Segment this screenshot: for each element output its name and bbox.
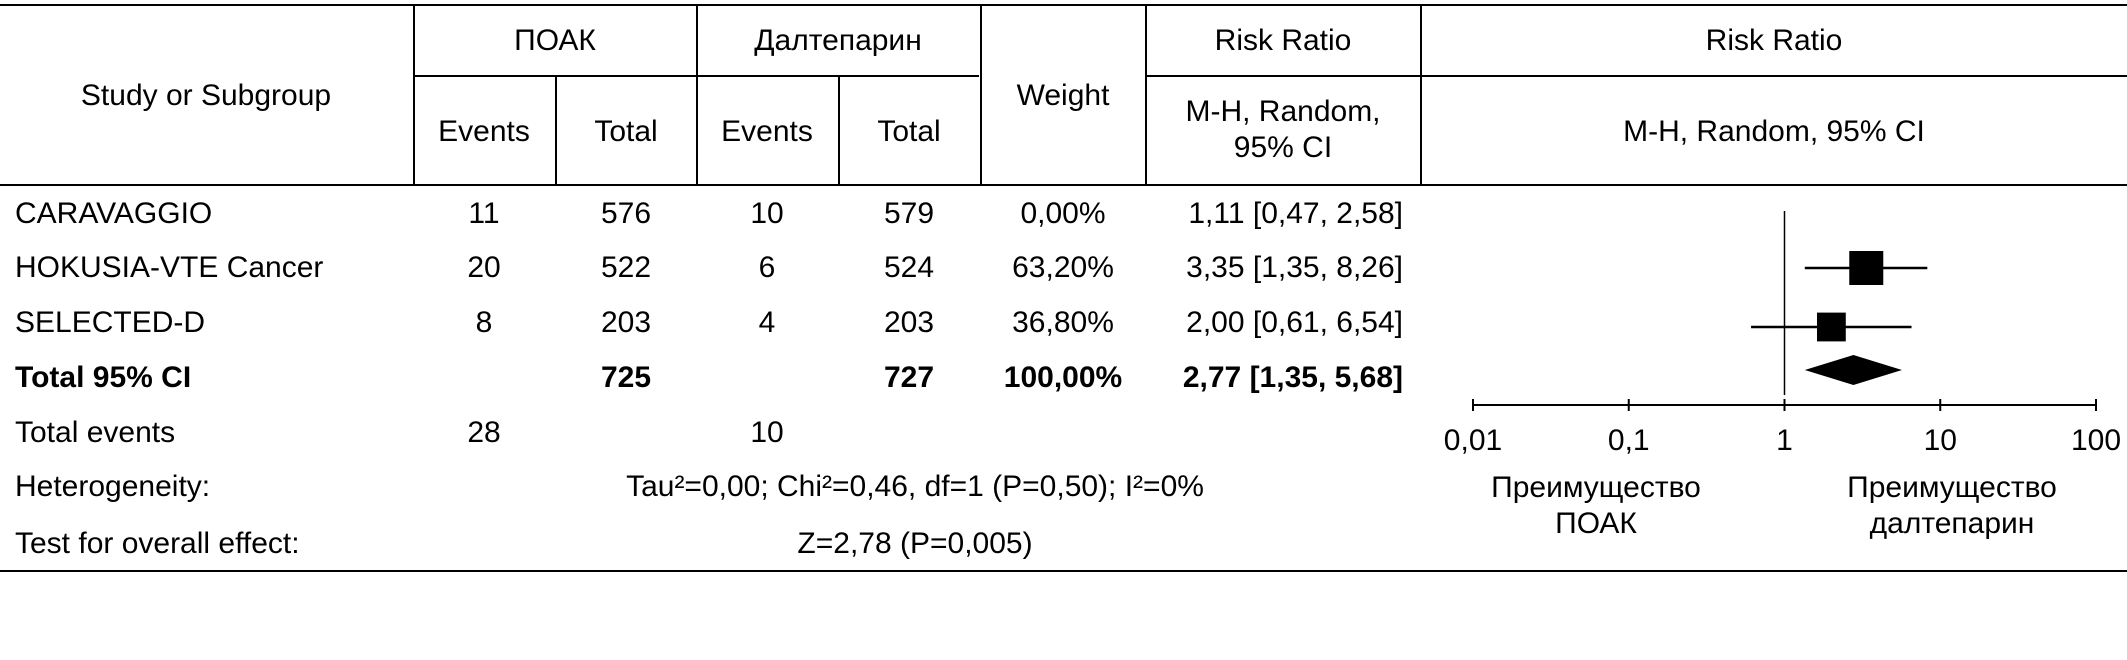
col-divider (1420, 4, 1422, 184)
risk-ratio: 1,11 [0,47, 2,58] (1188, 197, 1403, 230)
risk-ratio: 3,35 [1,35, 8,26] (1186, 251, 1403, 284)
favours-left-label: Преимущество ПОАК (1491, 471, 1701, 540)
x-tick-label: 0,01 (1444, 424, 1502, 457)
total-2: 579 (883, 197, 935, 230)
col-divider (980, 4, 982, 184)
x-tick-label: 10 (1924, 424, 1957, 457)
favours-right-label: Преимущество далтепарин (1847, 471, 2057, 540)
events-1: 11 (468, 197, 500, 230)
risk-ratio: 2,00 [0,61, 6,54] (1186, 306, 1403, 339)
total-events-1: 28 (467, 416, 501, 449)
weight: 63,20% (1012, 251, 1114, 284)
header-mid-rule-right (1145, 75, 2127, 77)
total-2: 203 (883, 306, 935, 339)
total-2: 524 (883, 251, 935, 284)
total-label: Total 95% CI (15, 361, 192, 394)
x-tick-label: 1 (1776, 424, 1793, 457)
col-divider (413, 4, 415, 184)
pooled-diamond (1804, 355, 1902, 385)
study-name: SELECTED-D (15, 306, 206, 339)
header-total-1: Total (594, 115, 658, 148)
total-1: 725 (600, 361, 652, 394)
plot-title: Risk Ratio (1705, 24, 1843, 57)
header-bottom-rule (0, 184, 2127, 186)
header-study: Study or Subgroup (80, 79, 332, 112)
weight: 0,00% (1020, 197, 1106, 230)
header-risk-ratio-method: M-H, Random, 95% CI (1185, 95, 1381, 164)
heterogeneity-value: Tau²=0,00; Chi²=0,46, df=1 (P=0,50); I²=… (626, 470, 1204, 503)
x-tick-label: 0,1 (1608, 424, 1650, 457)
total-events-2: 10 (750, 416, 784, 449)
study-name: CARAVAGGIO (15, 197, 213, 230)
x-tick-label: 100 (2071, 424, 2121, 457)
weight: 36,80% (1012, 306, 1114, 339)
heterogeneity-label: Heterogeneity: (15, 470, 211, 503)
header-group2: Далтепарин (754, 24, 922, 57)
total-2: 727 (883, 361, 935, 394)
point-estimate-square (1816, 312, 1846, 342)
overall-effect-value: Z=2,78 (P=0,005) (797, 527, 1033, 560)
events-1: 8 (475, 306, 493, 339)
total-risk-ratio: 2,77 [1,35, 5,68] (1182, 361, 1403, 394)
total-1: 203 (600, 306, 652, 339)
total-weight: 100,00% (1003, 361, 1123, 394)
bottom-rule (0, 570, 2127, 572)
header-total-2: Total (877, 115, 941, 148)
col-divider (696, 4, 698, 184)
header-group1: ПОАК (514, 24, 596, 57)
col-divider (838, 75, 840, 184)
point-estimate-square (1849, 251, 1884, 285)
events-2: 10 (750, 197, 784, 230)
header-events-2: Events (721, 115, 813, 148)
total-1: 576 (600, 197, 652, 230)
top-rule (0, 4, 2127, 6)
total-events-label: Total events (15, 416, 176, 449)
events-2: 4 (758, 306, 776, 339)
header-weight: Weight (1016, 79, 1110, 112)
events-2: 6 (758, 251, 776, 284)
col-divider (1145, 4, 1147, 184)
overall-effect-label: Test for overall effect: (15, 527, 300, 560)
study-name: HOKUSIA-VTE Cancer (15, 251, 324, 284)
col-divider (555, 75, 557, 184)
header-risk-ratio: Risk Ratio (1214, 24, 1352, 57)
header-events-1: Events (438, 115, 530, 148)
total-1: 522 (600, 251, 652, 284)
events-1: 20 (467, 251, 501, 284)
plot-method: M-H, Random, 95% CI (1623, 115, 1925, 148)
